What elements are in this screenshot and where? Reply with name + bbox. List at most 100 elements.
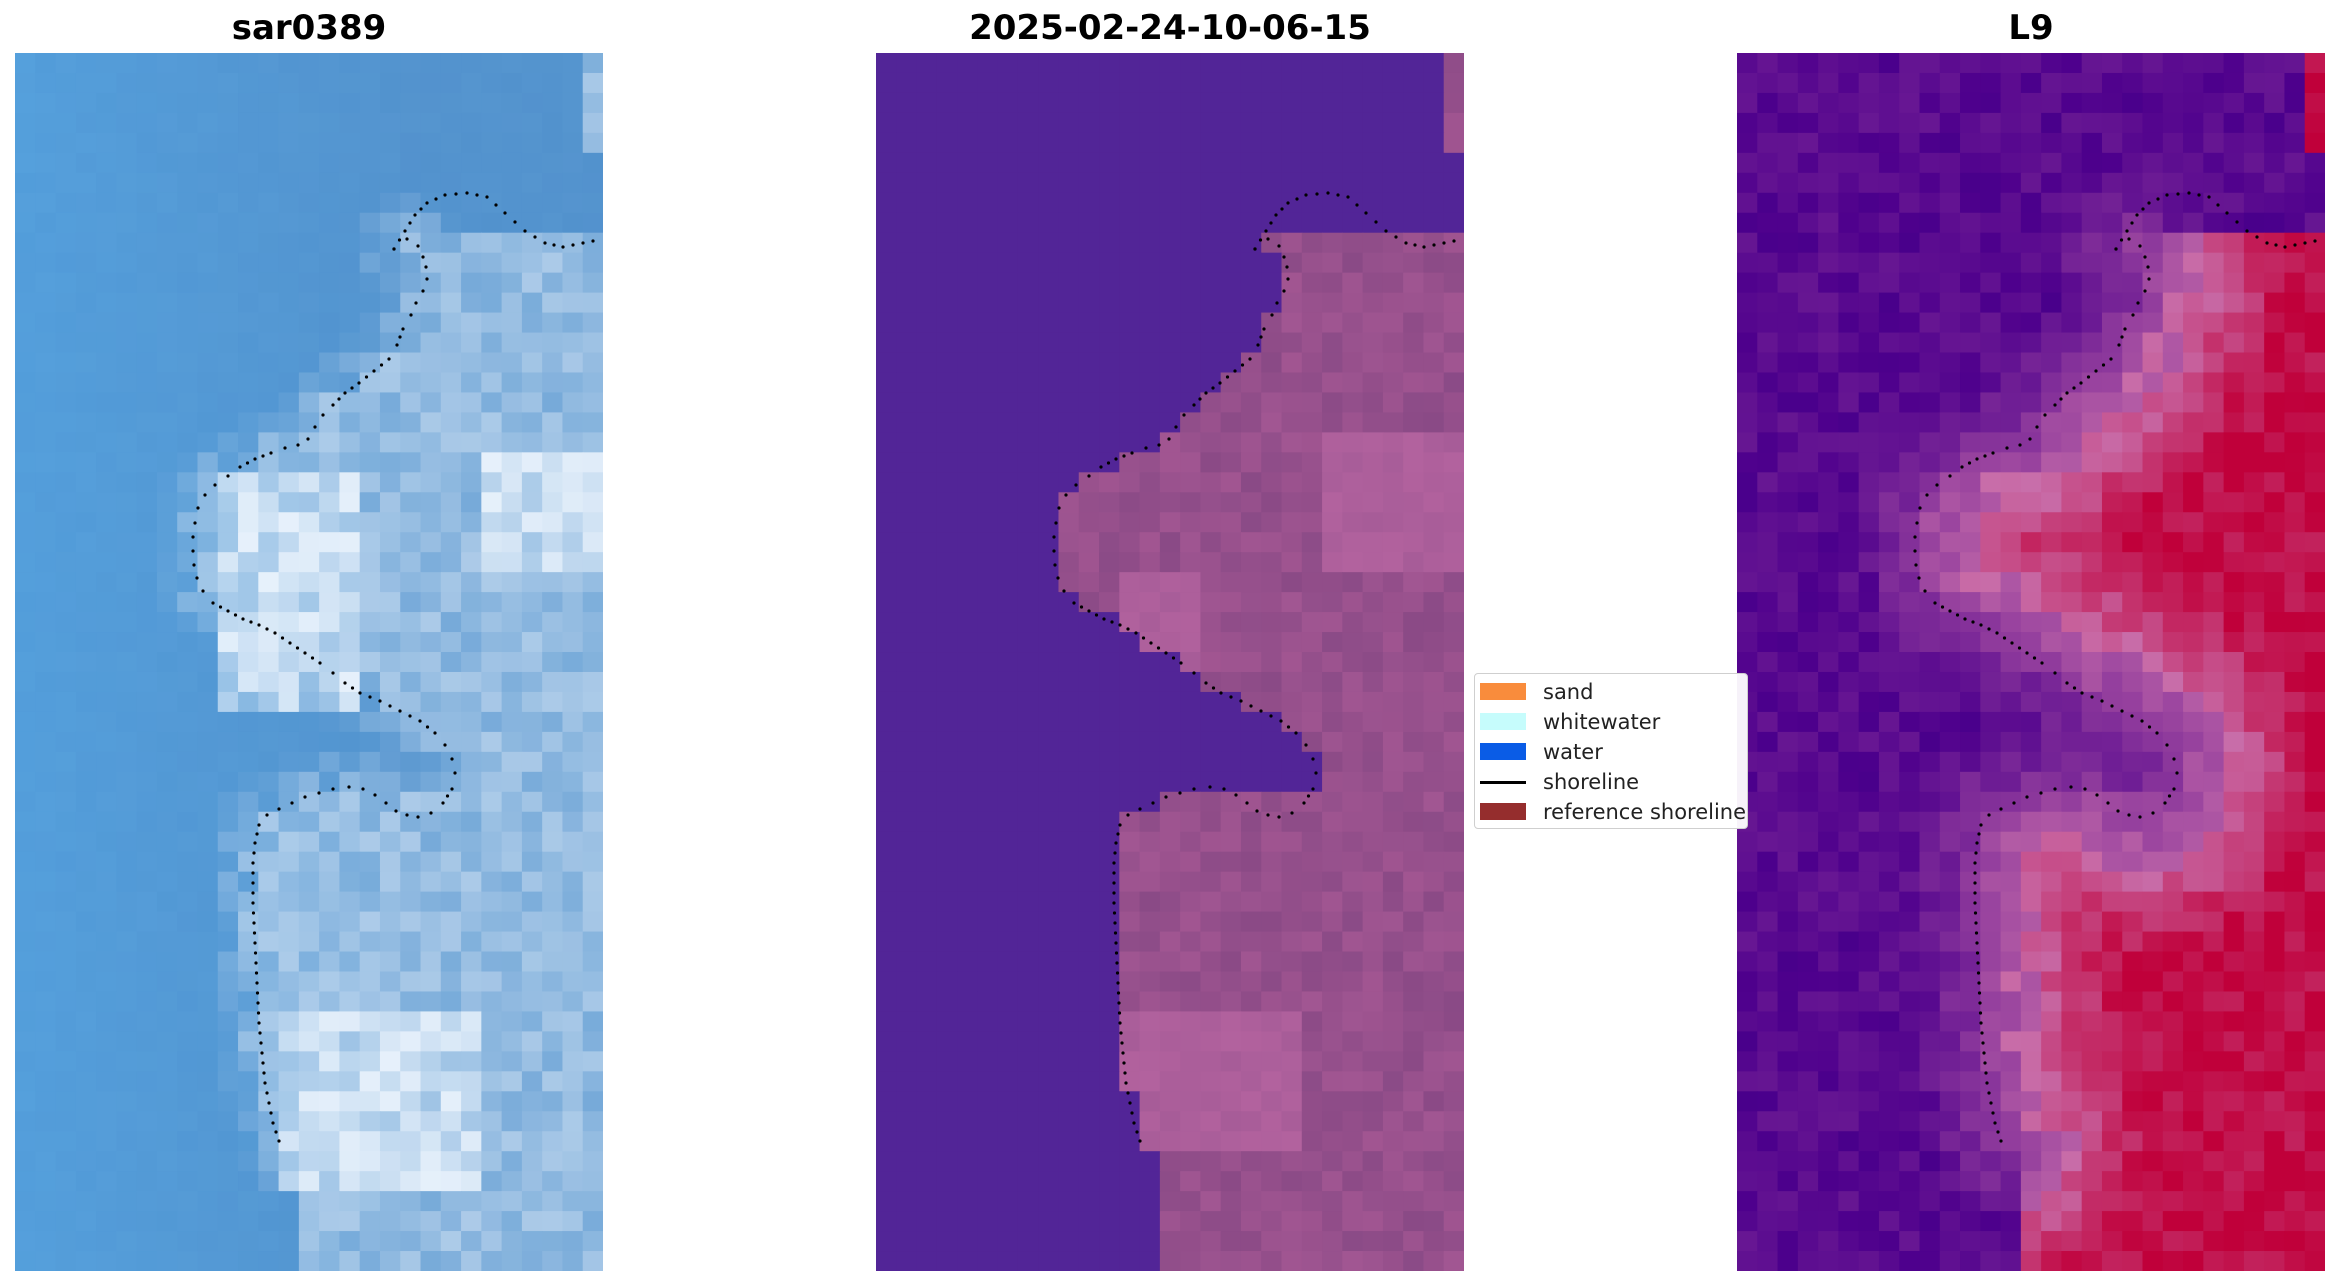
- pixel-cell: [1119, 53, 1141, 74]
- pixel-cell: [116, 711, 138, 733]
- pixel-cell: [2183, 711, 2204, 733]
- pixel-cell: [2101, 92, 2123, 114]
- shoreline-point: [392, 247, 396, 251]
- pixel-cell: [1858, 252, 1880, 274]
- pixel-cell: [197, 612, 219, 633]
- pixel-cell: [957, 592, 978, 613]
- shoreline-point: [1126, 627, 1130, 631]
- pixel-cell: [582, 532, 603, 553]
- pixel-cell: [238, 552, 259, 573]
- pixel-cell: [542, 392, 564, 414]
- pixel-cell: [379, 1211, 401, 1232]
- pixel-cell: [1858, 132, 1880, 154]
- shoreline-point: [465, 191, 469, 195]
- pixel-cell: [1220, 1251, 1242, 1271]
- pixel-cell: [35, 552, 57, 573]
- pixel-cell: [1737, 72, 1758, 94]
- pixel-cell: [1159, 851, 1181, 873]
- shoreline-point: [1282, 289, 1286, 293]
- pixel-cell: [1017, 871, 1039, 893]
- pixel-cell: [1240, 1051, 1262, 1072]
- pixel-cell: [481, 871, 503, 893]
- pixel-cell: [1159, 492, 1181, 513]
- pixel-cell: [521, 212, 543, 234]
- pixel-cell: [440, 352, 462, 374]
- pixel-cell: [501, 632, 523, 653]
- pixel-cell: [876, 112, 897, 134]
- shoreline-point: [218, 605, 223, 609]
- pixel-cell: [1737, 132, 1758, 154]
- pixel-cell: [582, 53, 603, 74]
- shoreline-point: [424, 265, 428, 269]
- pixel-cell: [1838, 771, 1860, 793]
- pixel-cell: [2162, 452, 2184, 473]
- pixel-cell: [217, 152, 239, 174]
- pixel-cell: [461, 771, 482, 793]
- pixel-cell: [15, 1091, 36, 1112]
- pixel-cell: [1261, 132, 1283, 154]
- pixel-cell: [521, 412, 543, 433]
- pixel-cell: [2284, 731, 2306, 753]
- pixel-cell: [2061, 452, 2083, 473]
- pixel-cell: [1403, 412, 1425, 433]
- pixel-cell: [420, 871, 442, 893]
- pixel-cell: [217, 731, 239, 753]
- pixel-cell: [2061, 771, 2083, 793]
- pixel-cell: [156, 592, 178, 613]
- shoreline-point: [251, 871, 255, 875]
- shoreline-point: [1134, 631, 1138, 635]
- pixel-cell: [916, 532, 938, 553]
- pixel-cell: [2223, 572, 2245, 593]
- shoreline-point: [1126, 813, 1130, 817]
- pixel-cell: [1240, 352, 1262, 374]
- pixel-cell: [136, 132, 158, 154]
- pixel-cell: [1818, 731, 1839, 753]
- pixel-cell: [1240, 1031, 1262, 1052]
- pixel-cell: [916, 272, 938, 294]
- pixel-cell: [96, 532, 117, 553]
- pixel-cell: [15, 272, 36, 294]
- pixel-cell: [1058, 612, 1080, 633]
- pixel-cell: [501, 272, 523, 294]
- shoreline-point: [1286, 725, 1291, 729]
- pixel-cell: [278, 332, 300, 354]
- pixel-cell: [1382, 572, 1404, 593]
- pixel-cell: [1818, 112, 1839, 134]
- pixel-cell: [936, 1191, 958, 1212]
- pixel-cell: [440, 1071, 462, 1092]
- pixel-cell: [96, 711, 117, 733]
- pixel-cell: [2264, 612, 2286, 633]
- pixel-cell: [1180, 212, 1202, 234]
- pixel-cell: [997, 971, 1019, 993]
- pixel-cell: [440, 991, 462, 1013]
- pixel-cell: [1403, 292, 1425, 314]
- pixel-cell: [379, 671, 401, 693]
- pixel-cell: [55, 592, 77, 613]
- pixel-cell: [2122, 53, 2144, 74]
- pixel-cell: [2142, 632, 2164, 653]
- pixel-cell: [400, 1091, 422, 1112]
- pixel-cell: [2000, 711, 2022, 733]
- pixel-cell: [461, 53, 482, 74]
- pixel-cell: [997, 372, 1019, 394]
- pixel-cell: [2000, 671, 2022, 693]
- pixel-cell: [936, 1011, 958, 1032]
- shoreline-point: [1126, 1091, 1130, 1095]
- pixel-cell: [1220, 412, 1242, 433]
- pixel-cell: [1960, 392, 1981, 414]
- pixel-cell: [1382, 771, 1404, 793]
- pixel-cell: [1139, 691, 1161, 713]
- pixel-cell: [2142, 771, 2164, 793]
- pixel-cell: [501, 711, 523, 733]
- pixel-cell: [1443, 152, 1464, 174]
- pixel-cell: [1301, 831, 1323, 853]
- pixel-cell: [1058, 1131, 1080, 1152]
- pixel-cell: [177, 332, 199, 354]
- pixel-cell: [1423, 1131, 1445, 1152]
- pixel-cell: [1777, 592, 1799, 613]
- pixel-cell: [542, 1071, 564, 1092]
- pixel-cell: [977, 1131, 999, 1152]
- pixel-cell: [1139, 92, 1161, 114]
- pixel-cell: [298, 1211, 320, 1232]
- pixel-cell: [997, 652, 1019, 673]
